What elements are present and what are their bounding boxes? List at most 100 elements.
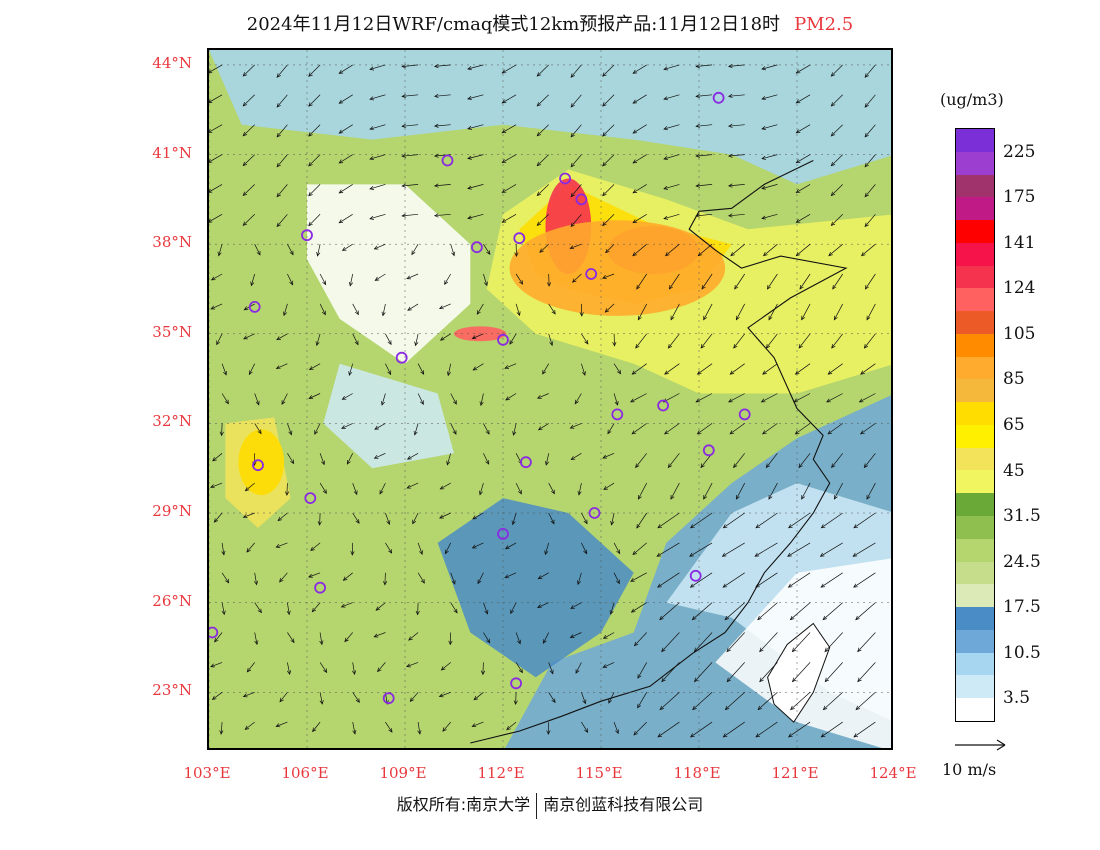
- lat-tick-label: 26°N: [152, 591, 192, 610]
- title-pollutant: PM2.5: [794, 14, 854, 35]
- legend-value-label: 45: [1003, 460, 1025, 481]
- concentration-region: [209, 50, 891, 185]
- legend-swatch: [956, 675, 994, 699]
- legend-swatch: [956, 197, 994, 221]
- legend-swatch: [956, 402, 994, 425]
- legend-value-label: 24.5: [1003, 551, 1041, 572]
- legend-value-label: 17.5: [1003, 597, 1041, 618]
- legend-swatch: [956, 538, 994, 562]
- city-station-marker[interactable]: [252, 459, 264, 472]
- city-station-marker[interactable]: [497, 527, 509, 540]
- legend-value-label: 124: [1003, 278, 1036, 299]
- city-station-marker[interactable]: [441, 154, 454, 167]
- lat-tick-label: 23°N: [152, 681, 192, 700]
- map-panel[interactable]: [207, 48, 893, 750]
- city-station-marker[interactable]: [470, 241, 483, 254]
- pollution-hotspot: [509, 220, 726, 316]
- legend-value-label: 31.5: [1003, 506, 1041, 527]
- city-station-marker[interactable]: [738, 408, 751, 421]
- city-station-marker[interactable]: [585, 268, 598, 280]
- lat-tick-label: 44°N: [152, 53, 192, 72]
- city-station-marker[interactable]: [510, 677, 523, 690]
- legend-swatch: [956, 356, 994, 380]
- city-station-marker[interactable]: [314, 581, 326, 594]
- legend-swatch: [956, 424, 994, 448]
- city-station-marker[interactable]: [559, 172, 572, 185]
- legend-swatch: [956, 379, 994, 403]
- legend-swatch: [956, 493, 994, 517]
- legend-swatch: [956, 447, 994, 471]
- map-title: 2024年11月12日WRF/cmaq模式12km预报产品:11月12日18时 P…: [0, 10, 1100, 36]
- legend-swatch: [956, 288, 994, 312]
- footer-right: 南京创蓝科技有限公司: [543, 795, 704, 814]
- legend-swatch: [956, 516, 994, 539]
- legend-swatch: [956, 174, 994, 198]
- city-station-marker[interactable]: [304, 492, 317, 505]
- city-station-marker[interactable]: [575, 193, 588, 206]
- title-main: 2024年11月12日WRF/cmaq模式12km预报产品:11月12日18时: [246, 14, 781, 35]
- city-station-marker[interactable]: [248, 300, 261, 313]
- lon-tick-label: 106°E: [281, 764, 329, 782]
- legend-swatch: [956, 470, 994, 494]
- lat-tick-label: 41°N: [152, 143, 192, 162]
- city-station-marker[interactable]: [497, 333, 509, 346]
- legend-swatch: [956, 607, 994, 630]
- city-station-marker[interactable]: [611, 408, 624, 421]
- footer: 版权所有:南京大学 南京创蓝科技有限公司: [0, 791, 1100, 819]
- city-station-marker[interactable]: [395, 351, 408, 364]
- lat-tick-label: 38°N: [152, 233, 192, 252]
- wind-reference-label: 10 m/s: [942, 760, 997, 779]
- city-station-marker[interactable]: [689, 569, 702, 582]
- lon-tick-label: 121°E: [771, 764, 819, 782]
- legend-swatch: [956, 629, 994, 653]
- lat-tick-label: 35°N: [152, 322, 192, 341]
- concentration-region: [437, 498, 634, 678]
- legend-value-label: 10.5: [1003, 642, 1041, 663]
- city-station-marker[interactable]: [588, 507, 601, 519]
- concentration-region: [307, 184, 471, 364]
- legend-swatch: [956, 129, 994, 152]
- pm25-map[interactable]: [209, 50, 893, 750]
- city-station-marker[interactable]: [519, 456, 532, 469]
- legend-swatch: [956, 561, 994, 585]
- lat-tick-label: 29°N: [152, 502, 192, 521]
- legend-value-label: 65: [1003, 415, 1025, 435]
- city-station-marker[interactable]: [712, 91, 725, 104]
- legend-swatch: [956, 265, 994, 289]
- legend-value-label: 175: [1003, 187, 1036, 208]
- lon-tick-label: 103°E: [183, 764, 231, 782]
- legend-swatch: [956, 151, 994, 175]
- legend-swatch: [956, 311, 994, 334]
- lat-tick-label: 32°N: [152, 412, 192, 431]
- legend-swatch: [956, 242, 994, 266]
- legend-swatch: [956, 584, 994, 608]
- legend-swatch: [956, 698, 994, 721]
- concentration-region: [323, 363, 454, 469]
- lon-tick-label: 124°E: [869, 764, 917, 782]
- lon-tick-label: 112°E: [477, 764, 525, 782]
- city-station-marker[interactable]: [513, 232, 526, 245]
- lon-tick-label: 115°E: [575, 764, 623, 782]
- footer-left: 版权所有:南京大学: [396, 795, 531, 814]
- city-station-marker[interactable]: [301, 229, 313, 242]
- city-station-marker[interactable]: [702, 444, 715, 457]
- legend-swatch: [956, 220, 994, 243]
- city-station-marker[interactable]: [657, 399, 670, 412]
- legend-swatch: [956, 333, 994, 357]
- color-legend-bar: [955, 128, 995, 722]
- coastline: [470, 160, 848, 744]
- footer-divider: [536, 792, 538, 819]
- legend-value-label: 141: [1003, 232, 1036, 253]
- wind-reference-arrow-icon: [955, 739, 1006, 751]
- legend-value-label: 3.5: [1003, 688, 1031, 709]
- lon-tick-label: 118°E: [673, 764, 721, 782]
- legend-value-label: 105: [1003, 323, 1036, 344]
- lon-tick-label: 109°E: [379, 764, 427, 782]
- taiwan-island: [767, 622, 831, 723]
- city-station-marker[interactable]: [209, 626, 219, 639]
- legend-value-label: 85: [1003, 369, 1025, 390]
- wind-vectors: [209, 64, 876, 738]
- city-station-marker[interactable]: [382, 692, 395, 705]
- legend-unit: (ug/m3): [940, 90, 1004, 109]
- legend-swatch: [956, 652, 994, 676]
